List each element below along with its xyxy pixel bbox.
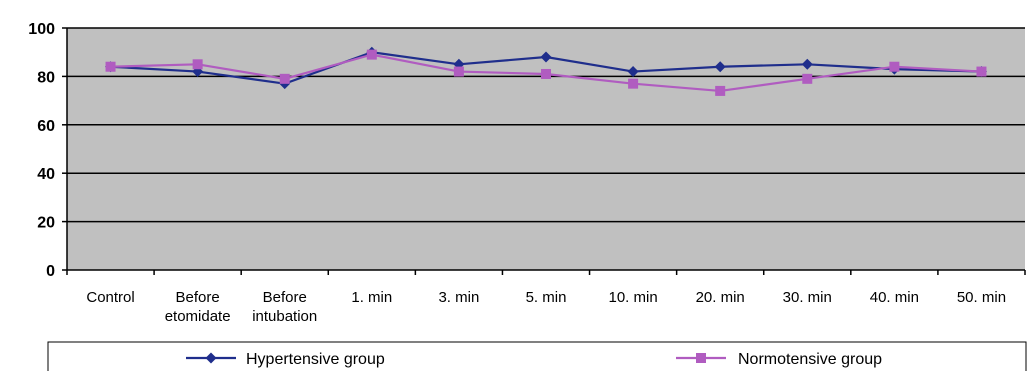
data-point — [801, 58, 813, 70]
x-tick-label: 30. min — [783, 289, 832, 306]
x-tick-label-line: 40. min — [870, 289, 919, 306]
data-point — [453, 66, 464, 77]
x-tick-label: 10. min — [608, 289, 657, 306]
x-tick-label-line: Before — [263, 289, 307, 306]
y-tick-label: 0 — [46, 263, 55, 280]
x-tick-label: 5. min — [526, 289, 567, 306]
x-tick-label-line: 10. min — [608, 289, 657, 306]
x-tick-label: 1. min — [351, 289, 392, 306]
data-point — [715, 85, 726, 96]
data-point — [889, 61, 900, 72]
y-tick-label: 80 — [37, 69, 55, 86]
x-tick-label-line: 50. min — [957, 289, 1006, 306]
y-tick-label: 20 — [37, 215, 55, 232]
y-axis-ticks: 0 20 40 60 80 100 — [28, 21, 67, 280]
x-tick-label-line: 20. min — [696, 289, 745, 306]
data-point — [192, 59, 203, 70]
legend-label: Normotensive group — [738, 351, 882, 368]
data-point — [279, 73, 290, 84]
x-tick-label-line: Before — [176, 289, 220, 306]
x-tick-label: 40. min — [870, 289, 919, 306]
y-tick-label: 40 — [37, 166, 55, 183]
x-tick-label: 3. min — [438, 289, 479, 306]
legend-marker — [696, 353, 706, 363]
x-tick-label-line: etomidate — [165, 308, 231, 325]
legend-marker — [205, 352, 217, 364]
x-tick-label: 50. min — [957, 289, 1006, 306]
data-point — [105, 61, 116, 72]
plot-area — [67, 28, 1025, 270]
y-tick-label: 60 — [37, 118, 55, 135]
x-tick-label-line: Control — [86, 289, 134, 306]
legend-item: Normotensive group — [676, 351, 882, 368]
data-point — [540, 51, 552, 63]
x-tick-label: Before intubation — [252, 289, 317, 325]
data-point — [976, 66, 987, 77]
x-tick-label: Before etomidate — [165, 289, 231, 325]
data-point — [802, 73, 813, 84]
legend: Hypertensive group Normotensive group — [47, 341, 1027, 371]
x-tick-label-line: 3. min — [438, 289, 479, 306]
legend-item: Hypertensive group — [186, 351, 385, 368]
data-point — [541, 68, 551, 79]
series-normotensive — [105, 49, 987, 96]
data-point — [714, 61, 726, 73]
x-tick-label: 20. min — [696, 289, 745, 306]
x-tick-label: Control — [86, 289, 134, 306]
data-point — [366, 49, 377, 60]
legend-label: Hypertensive group — [246, 351, 385, 368]
x-tick-label-line: 5. min — [526, 289, 567, 306]
y-tick-label: 100 — [28, 21, 55, 38]
data-point — [627, 66, 639, 78]
data-point — [628, 78, 639, 89]
x-tick-label-line: 30. min — [783, 289, 832, 306]
x-tick-label-line: intubation — [252, 308, 317, 325]
x-axis-ticks: Control Before etomidate Before intubation 1.… — [66, 270, 1026, 325]
series-layer — [105, 46, 987, 96]
x-tick-label-line: 1. min — [351, 289, 392, 306]
